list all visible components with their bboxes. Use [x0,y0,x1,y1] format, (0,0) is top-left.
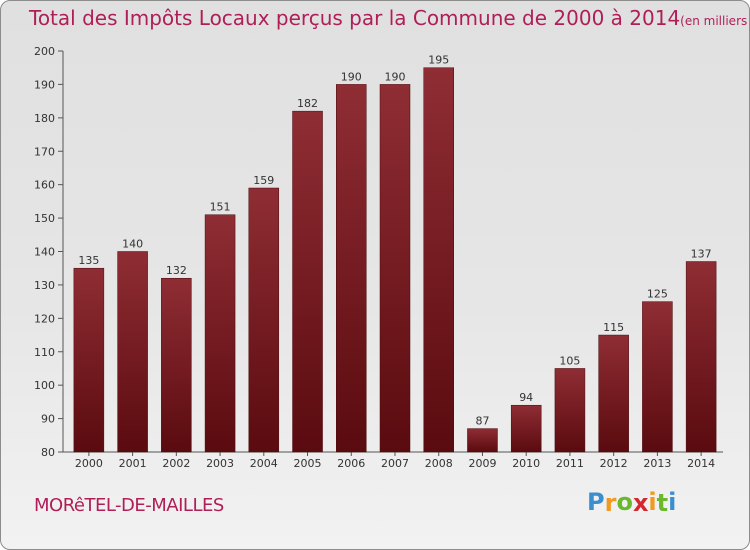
bar-2005 [292,110,323,453]
x-tick-label: 2004 [250,457,278,470]
data-label: 135 [78,254,99,267]
y-tick-label: 200 [34,45,55,58]
data-label: 132 [166,264,187,277]
x-tick-label: 2006 [337,457,365,470]
data-label: 159 [253,174,274,187]
logo-letter: x [632,489,649,517]
bar-2010 [510,404,542,453]
bar-2002 [161,277,192,453]
data-label: 182 [297,97,318,110]
data-label: 190 [341,70,362,83]
x-tick-label: 2012 [600,457,628,470]
proxiti-logo[interactable]: Proxiti [587,488,677,517]
chart-unit-note: (en milliers d'€) [680,14,749,28]
data-label: 87 [475,415,489,428]
bar-2003 [204,214,236,453]
chart-title: Total des Impôts Locaux perçus par la Co… [29,6,749,30]
y-tick-label: 120 [34,312,55,325]
x-tick-label: 2001 [119,457,147,470]
y-tick-label: 190 [34,78,55,91]
bar-2013 [642,301,673,453]
logo-letter: P [587,488,605,516]
bar-2011 [554,368,586,453]
bar-2001 [117,251,148,453]
x-tick-label: 2011 [556,457,584,470]
logo-letter: o [616,488,633,516]
y-tick-label: 160 [34,179,55,192]
y-tick-label: 150 [34,212,55,225]
bar-2009 [467,428,498,453]
data-label: 94 [519,391,533,404]
y-tick-label: 110 [34,346,55,359]
x-tick-label: 2003 [206,457,234,470]
x-tick-label: 2008 [425,457,453,470]
logo-letter: i [668,488,677,516]
logo-letter: r [604,489,617,517]
y-tick-label: 180 [34,112,55,125]
y-tick-label: 90 [41,413,55,426]
data-label: 125 [647,288,668,301]
data-label: 105 [559,354,580,367]
bar-2014 [685,261,717,453]
x-tick-label: 2002 [162,457,190,470]
bar-2006 [336,84,367,453]
y-tick-label: 100 [34,379,55,392]
bar-2008 [423,67,454,453]
data-label: 151 [210,201,231,214]
data-label: 137 [691,248,712,261]
data-label: 115 [603,321,624,334]
x-tick-label: 2014 [687,457,715,470]
bar-2007 [379,84,411,453]
chart-title-text: Total des Impôts Locaux perçus par la Co… [29,6,681,30]
y-tick-label: 140 [34,246,55,259]
data-label: 190 [385,70,406,83]
bar-2012 [598,334,629,453]
y-tick-label: 130 [34,279,55,292]
x-tick-label: 2013 [643,457,671,470]
bar-2000 [73,267,105,453]
y-tick-label: 170 [34,145,55,158]
bar-2004 [248,187,280,453]
logo-letter: i [648,488,657,516]
logo-letter: t [656,489,669,517]
data-label: 195 [428,54,449,67]
x-tick-label: 2005 [294,457,322,470]
x-tick-label: 2009 [468,457,496,470]
x-tick-label: 2007 [381,457,409,470]
y-tick-label: 80 [41,446,55,459]
x-tick-label: 2000 [75,457,103,470]
commune-name: MORêTEL-DE-MAILLES [34,495,224,516]
data-label: 140 [122,238,143,251]
x-tick-label: 2010 [512,457,540,470]
